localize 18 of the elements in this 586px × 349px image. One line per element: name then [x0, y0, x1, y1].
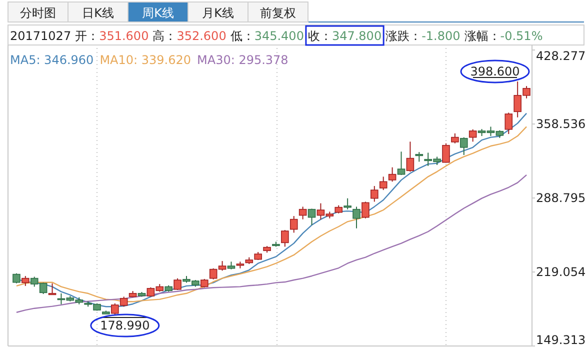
y-tick-label: 288.795 [536, 191, 586, 206]
text: 20171027 [10, 29, 72, 43]
text: 涨幅：-0.51% [464, 29, 543, 43]
annotation: 178.990 [100, 318, 150, 333]
text: 涨跌：-1.800 [386, 29, 460, 43]
y-tick-label: 428.277 [536, 49, 586, 64]
y-tick-label: 149.313 [536, 333, 586, 348]
text: MA10: 339.620 [100, 53, 191, 67]
annotation: 398.600 [470, 64, 520, 78]
tab-bar: 分时图 日K线 周K线 月K线 前复权 [8, 2, 584, 22]
text: MA5: 346.960 [10, 53, 94, 67]
text: 开：351.600 [75, 29, 149, 43]
y-tick-label: 219.054 [536, 265, 586, 280]
text: MA30: 295.378 [197, 53, 288, 67]
text: 高：352.600 [152, 29, 226, 43]
y-tick-label: 358.536 [536, 117, 586, 132]
text: 低：345.400 [230, 29, 304, 43]
text: 收：347.800 [308, 29, 382, 43]
